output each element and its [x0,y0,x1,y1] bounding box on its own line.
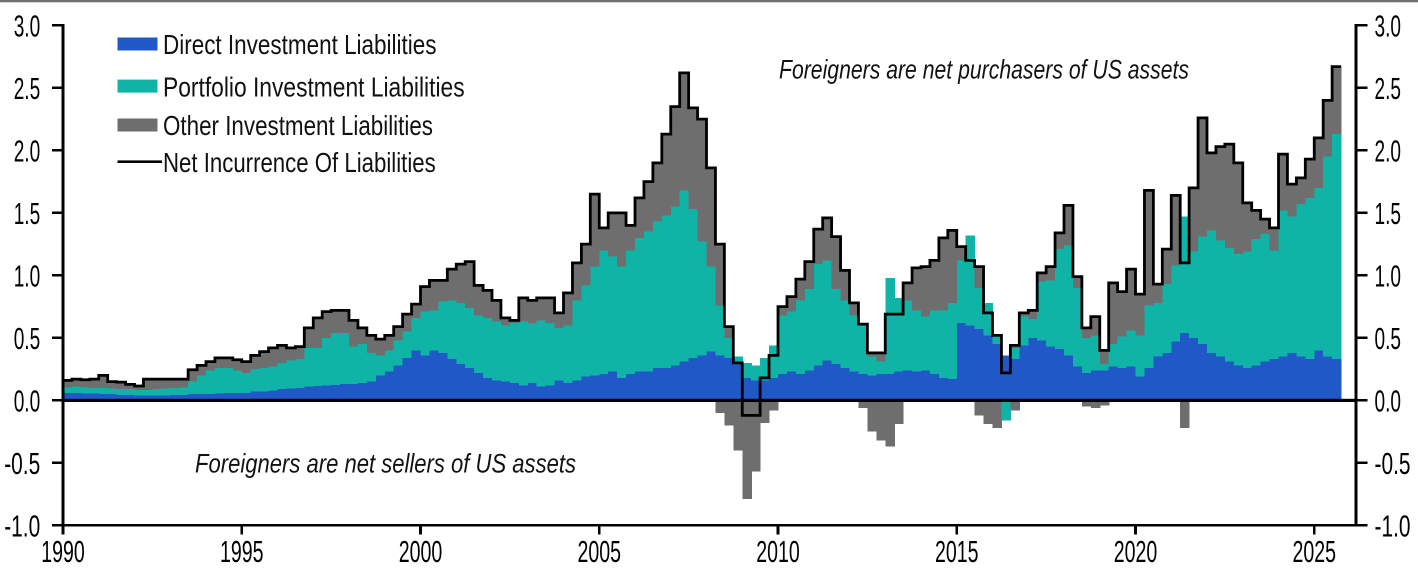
svg-text:Other Investment Liabilities: Other Investment Liabilities [163,110,433,141]
svg-text:2015: 2015 [935,534,979,569]
svg-text:0.5: 0.5 [1375,321,1402,356]
svg-text:Foreigners are net sellers of: Foreigners are net sellers of US assets [195,449,576,479]
svg-text:-1.0: -1.0 [1375,509,1411,544]
svg-text:Foreigners are net purchasers: Foreigners are net purchasers of US asse… [779,55,1189,85]
svg-text:2005: 2005 [577,534,621,569]
svg-text:-0.5: -0.5 [1375,446,1411,481]
svg-text:2000: 2000 [399,534,443,569]
svg-text:1990: 1990 [41,534,85,569]
svg-text:1.0: 1.0 [14,259,41,294]
svg-text:3.0: 3.0 [14,9,41,44]
svg-text:1.0: 1.0 [1375,259,1402,294]
svg-text:2.0: 2.0 [1375,134,1402,169]
svg-text:2010: 2010 [756,534,800,569]
svg-text:Portfolio Investment Liabiliti: Portfolio Investment Liabilities [163,71,465,102]
svg-text:2.5: 2.5 [14,71,41,106]
svg-text:2.5: 2.5 [1375,71,1402,106]
svg-text:2020: 2020 [1114,534,1158,569]
svg-text:-0.5: -0.5 [4,446,40,481]
svg-text:3.0: 3.0 [1375,9,1402,44]
svg-text:1995: 1995 [220,534,264,569]
svg-text:0.0: 0.0 [14,384,41,419]
svg-text:-1.0: -1.0 [4,509,40,544]
svg-text:Direct Investment Liabilities: Direct Investment Liabilities [163,29,437,60]
svg-text:0.0: 0.0 [1375,384,1402,419]
svg-text:Net Incurrence Of Liabilities: Net Incurrence Of Liabilities [163,147,436,178]
svg-text:1.5: 1.5 [1375,196,1402,231]
svg-text:1.5: 1.5 [14,196,41,231]
svg-text:2025: 2025 [1292,534,1336,569]
svg-text:2.0: 2.0 [14,134,41,169]
svg-text:0.5: 0.5 [14,321,41,356]
